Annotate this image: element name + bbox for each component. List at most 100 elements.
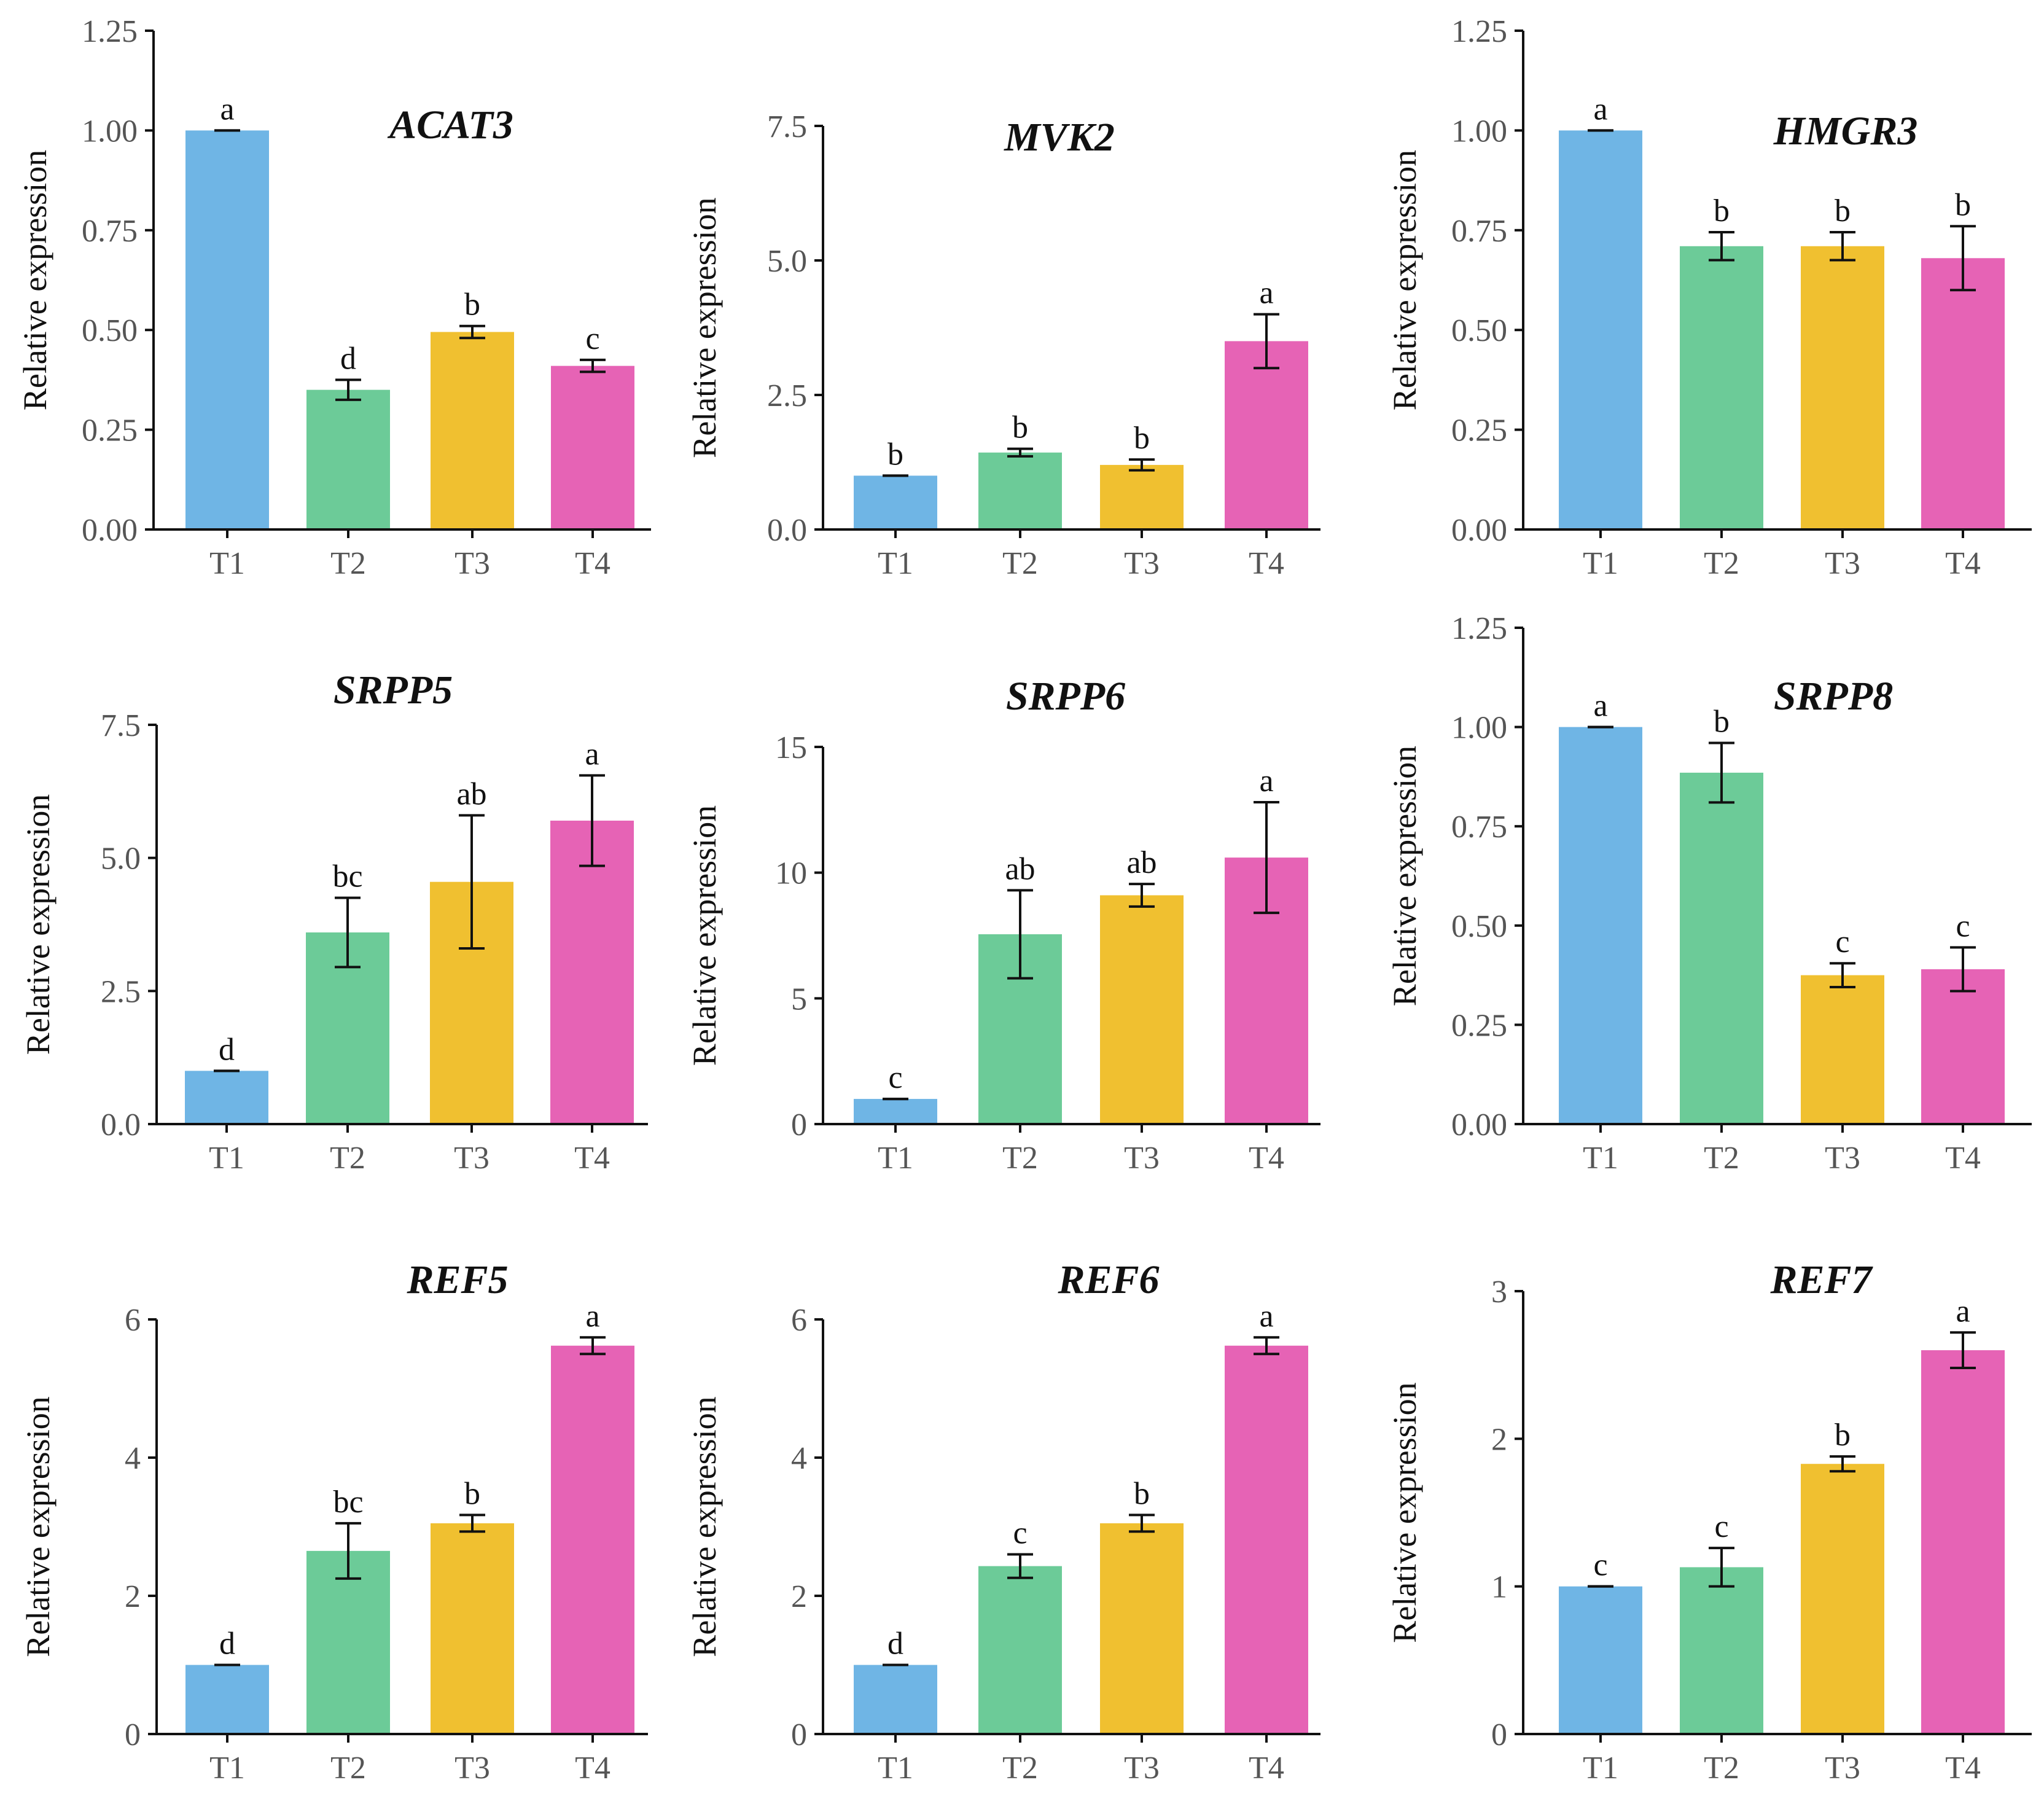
y-tick-label: 1.00 (1451, 711, 1507, 746)
y-tick-label: 0.75 (1451, 214, 1507, 249)
panel-srpp8: a b c c 0.00 0.25 0.50 0.75 1.00 1.25 T1 T2 T3 T4 Rela… (1386, 611, 2032, 1176)
bar-t2 (306, 389, 390, 529)
y-tick-label: 0.0 (767, 513, 807, 548)
y-tick-label: 7.5 (767, 109, 807, 144)
y-tick-label: 3 (1491, 1275, 1507, 1310)
panel-title: REF7 (1769, 1257, 1873, 1302)
error-bar-t4 (1950, 1331, 1976, 1369)
panel-mvk2: b b b a 0.0 2.5 5.0 7.5 T1 T2 T3 T4 Relative express… (686, 109, 1320, 581)
bar-t2 (306, 1550, 390, 1734)
x-tick-label: T1 (1583, 1751, 1618, 1786)
significance-letter: b (1714, 193, 1730, 229)
y-tick-label: 15 (775, 730, 807, 765)
y-tick-label: 5.0 (101, 842, 141, 877)
bar-t4 (1921, 969, 2005, 1124)
panel-title: SRPP6 (1006, 674, 1125, 719)
x-tick-label: T2 (1002, 1751, 1038, 1786)
error-bar-t2 (1007, 447, 1033, 458)
y-tick-label: 0 (125, 1717, 141, 1752)
y-tick-label: 0.00 (1451, 513, 1507, 548)
y-axis-title: Relative expression (1386, 150, 1423, 410)
error-bar-t2 (1709, 741, 1734, 804)
x-tick-label: T2 (1002, 546, 1038, 581)
y-tick-label: 1.25 (1451, 14, 1507, 49)
bar-t2 (1680, 246, 1763, 529)
x-tick-label: T4 (1249, 546, 1284, 581)
significance-letter: c (1835, 924, 1849, 959)
significance-letter: b (1134, 1476, 1150, 1511)
significance-letter: a (1259, 276, 1273, 311)
y-tick-label: 0 (791, 1717, 807, 1752)
significance-letter: b (1955, 187, 1971, 222)
error-bar-t4 (1950, 946, 1976, 993)
panel-title: ACAT3 (387, 103, 513, 147)
x-tick-label: T2 (1704, 1141, 1739, 1176)
y-tick-label: 0.25 (1451, 1008, 1507, 1043)
significance-letter: a (1593, 689, 1607, 724)
error-bar-t3 (1830, 962, 1855, 988)
significance-letter: a (220, 92, 234, 127)
error-bar-t3 (1129, 1514, 1155, 1533)
y-axis-title: Relative expression (686, 1396, 723, 1657)
panel-title: REF6 (1057, 1257, 1159, 1302)
x-tick-label: T1 (1583, 1141, 1618, 1176)
panel-srpp5: d bc ab a 0.0 2.5 5.0 7.5 T1 T2 T3 T4 Relative expre… (20, 668, 648, 1176)
panel-ref5: d bc b a 0 2 4 6 T1 T2 T3 T4 Relative expression REF5 (20, 1257, 648, 1786)
x-tick-label: T1 (878, 1751, 913, 1786)
x-tick-label: T1 (209, 1751, 245, 1786)
panel-title: SRPP5 (334, 668, 453, 713)
error-bar-t2 (1007, 889, 1033, 980)
x-tick-label: T1 (1583, 546, 1618, 581)
bar-t1 (854, 475, 937, 529)
y-tick-label: 0 (791, 1107, 807, 1143)
x-tick-label: T4 (1249, 1141, 1284, 1176)
error-bar-t2 (1709, 1547, 1734, 1588)
y-tick-label: 2 (125, 1579, 141, 1614)
error-bar-t3 (459, 1514, 485, 1533)
bar-t3 (431, 1523, 514, 1734)
x-tick-label: T1 (209, 546, 245, 581)
error-bar-t2 (335, 378, 361, 401)
x-tick-label: T4 (1945, 546, 1981, 581)
x-tick-label: T3 (1825, 546, 1860, 581)
panel-hmgr3: a b b b 0.00 0.25 0.50 0.75 1.00 1.25 T1 T2 T3 T4 Rela… (1386, 14, 2032, 581)
significance-letter: d (219, 1032, 235, 1067)
y-axis-title: Relative expression (686, 805, 723, 1066)
significance-letter: ab (1005, 851, 1035, 886)
significance-letter: a (1593, 92, 1607, 127)
bar-t3 (1801, 975, 1884, 1124)
bar-t4 (550, 821, 634, 1124)
y-tick-label: 4 (791, 1441, 807, 1476)
significance-letter: d (887, 1627, 903, 1662)
bar-t3 (1801, 1464, 1884, 1734)
significance-letter: bc (333, 1485, 363, 1520)
significance-letter: b (464, 287, 480, 322)
error-bar-t3 (1129, 458, 1155, 472)
panel-title: HMGR3 (1773, 109, 1918, 154)
bar-t3 (1801, 246, 1884, 529)
bar-t3 (1100, 895, 1184, 1124)
error-bar-t2 (335, 1522, 361, 1580)
significance-letter: a (585, 1299, 599, 1334)
panel-title: SRPP8 (1774, 674, 1893, 719)
x-tick-label: T1 (209, 1141, 244, 1176)
y-axis-title: Relative expression (20, 794, 57, 1055)
error-bar-t4 (1254, 313, 1279, 370)
x-tick-label: T2 (330, 1141, 365, 1176)
significance-letter: a (585, 736, 599, 771)
x-tick-label: T3 (454, 1141, 490, 1176)
bar-t1 (854, 1665, 937, 1734)
bar-t3 (1100, 1523, 1184, 1734)
x-tick-label: T3 (454, 1751, 490, 1786)
bar-t2 (978, 1566, 1062, 1734)
y-axis-title: Relative expression (1386, 746, 1423, 1006)
bar-t3 (1100, 464, 1184, 529)
error-bar-t2 (335, 896, 361, 969)
error-bar-t2 (1709, 231, 1734, 262)
panel-ref7: c c b a 0 1 2 3 T1 T2 T3 T4 Relative expression REF7 (1386, 1257, 2032, 1786)
bar-t4 (1225, 341, 1308, 529)
x-tick-label: T2 (1704, 1751, 1739, 1786)
error-bar-t3 (1830, 231, 1855, 262)
panel-ref6: d c b a 0 2 4 6 T1 T2 T3 T4 Relative expression REF6 (686, 1257, 1320, 1786)
error-bar-t3 (459, 324, 485, 340)
